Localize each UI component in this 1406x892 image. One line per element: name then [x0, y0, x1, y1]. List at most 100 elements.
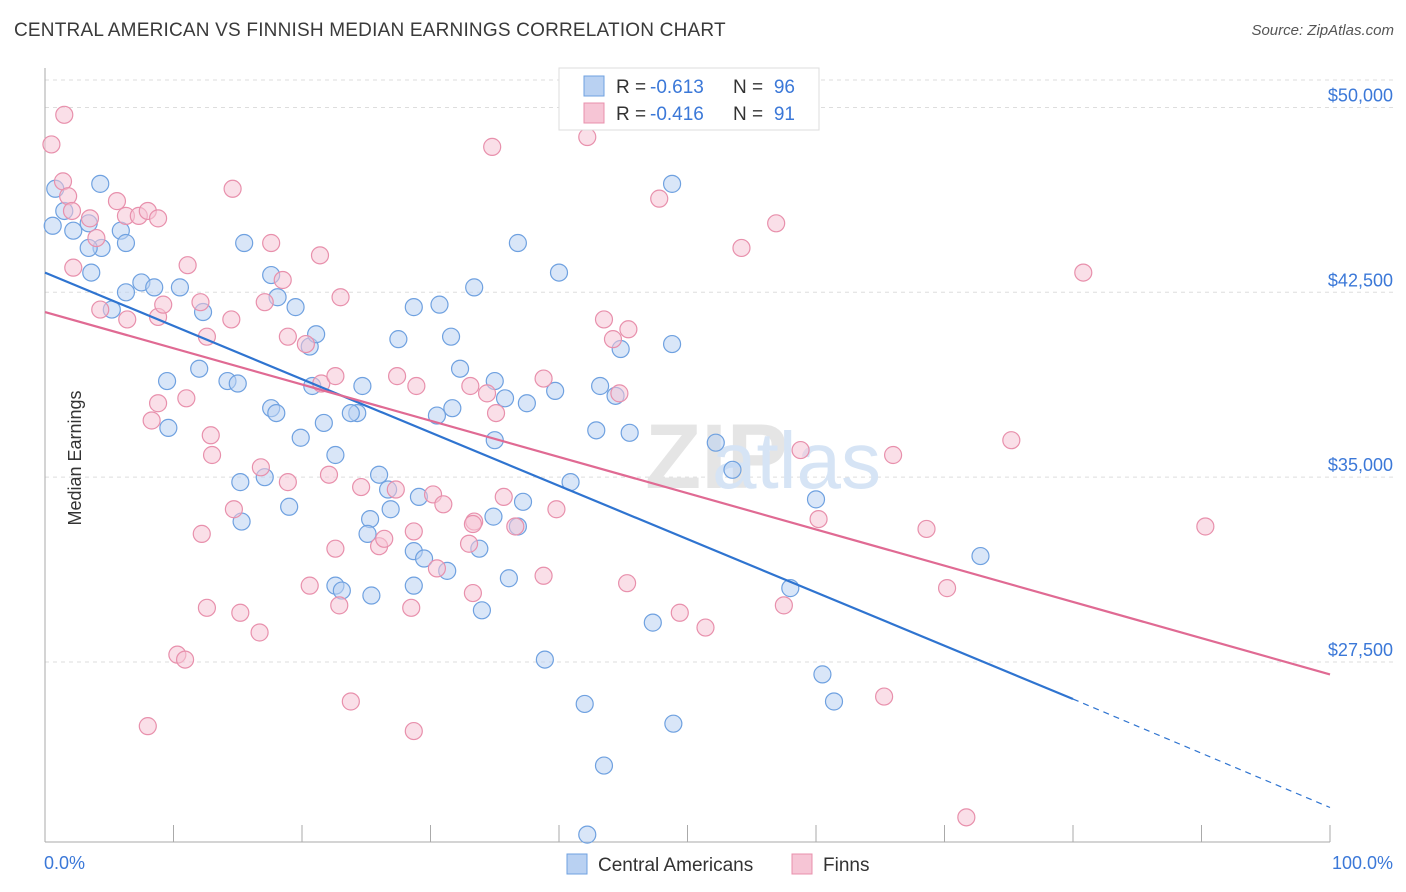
data-point [291, 428, 310, 447]
chart-title: CENTRAL AMERICAN VS FINNISH MEDIAN EARNI… [14, 20, 726, 41]
data-point [386, 480, 405, 499]
data-point [477, 384, 497, 403]
data-point [91, 174, 110, 193]
data-point [430, 295, 449, 314]
data-point [971, 546, 990, 566]
data-point [402, 598, 421, 617]
data-point [116, 233, 136, 253]
data-point [358, 524, 377, 543]
data-point [361, 509, 380, 529]
data-point [643, 613, 662, 632]
grid-lines [45, 79, 1395, 663]
data-point [224, 500, 243, 519]
data-point [332, 581, 351, 600]
data-point [723, 460, 742, 479]
data-point [107, 192, 127, 211]
data-point [80, 209, 100, 228]
data-point [461, 376, 480, 396]
data-point [407, 376, 426, 396]
data-point [197, 598, 217, 617]
data-point [177, 389, 196, 408]
source-label: Source: ZipAtlas.com [1251, 22, 1394, 39]
data-point [575, 694, 594, 714]
data-point [650, 189, 669, 208]
data-point [508, 233, 527, 253]
trend-line-central-americans-extension [1072, 698, 1331, 809]
data-point [937, 579, 957, 598]
data-point [286, 298, 305, 317]
data-point [222, 310, 241, 329]
data-point [484, 507, 503, 526]
data-point [280, 497, 299, 516]
data-point [178, 256, 197, 275]
data-point [696, 618, 715, 637]
data-point [296, 334, 315, 354]
data-point [159, 418, 178, 437]
axes [44, 68, 1331, 843]
x-tick-label-min: 0.0% [44, 853, 85, 873]
data-point [706, 433, 725, 452]
data-point [486, 403, 506, 423]
data-point [549, 263, 569, 282]
data-point [499, 569, 518, 588]
data-point [664, 714, 683, 733]
data-point [148, 394, 168, 413]
data-point [273, 270, 292, 290]
y-tick-label: $50,000 [1328, 85, 1393, 105]
data-point [319, 465, 339, 484]
data-point [495, 389, 515, 408]
data-point [326, 445, 345, 465]
data-point [389, 330, 408, 349]
data-point [732, 238, 751, 258]
data-point [43, 216, 62, 235]
data-point [414, 549, 434, 568]
data-point [610, 384, 629, 403]
data-point [251, 458, 270, 477]
legend-series-name: Finns [823, 855, 869, 876]
data-point [917, 519, 936, 539]
data-point [806, 490, 826, 509]
data-point [250, 623, 269, 642]
data-point [875, 687, 894, 706]
data-point [331, 288, 350, 307]
y-tick-label: $27,500 [1328, 640, 1393, 660]
data-point [441, 327, 461, 346]
data-point [154, 295, 173, 314]
data-point [228, 374, 247, 393]
data-point [594, 310, 614, 329]
data-point [1074, 263, 1093, 282]
data-point [353, 376, 372, 396]
data-point [1002, 431, 1021, 450]
data-point [201, 426, 220, 445]
data-point [463, 583, 483, 603]
legend-n-value: 91 [774, 104, 795, 125]
data-point [255, 293, 274, 312]
legend-swatch [583, 75, 605, 97]
trend-line-central-americans [44, 271, 1074, 701]
tick-labels: $27,500 $35,000 $42,500 $50,000 0.0% 100.0% [44, 85, 1393, 873]
data-point [82, 263, 101, 282]
data-point [262, 233, 281, 253]
data-point [534, 369, 553, 388]
data-point [314, 413, 333, 433]
data-point [603, 330, 623, 349]
legend-r-value: -0.416 [650, 104, 704, 125]
data-point [326, 367, 345, 386]
data-point [578, 825, 597, 844]
data-point [427, 406, 447, 425]
legend-swatch [791, 853, 813, 875]
data-point [91, 300, 110, 319]
data-point [809, 509, 828, 529]
data-point [587, 421, 606, 440]
data-point [278, 327, 297, 346]
data-point [443, 399, 462, 418]
data-point [175, 650, 195, 669]
data-point [1196, 517, 1215, 536]
data-point [513, 492, 533, 511]
data-point [957, 808, 976, 827]
data-point [190, 359, 209, 378]
data-point [118, 310, 137, 329]
data-point [535, 650, 554, 669]
data-point [116, 283, 136, 302]
